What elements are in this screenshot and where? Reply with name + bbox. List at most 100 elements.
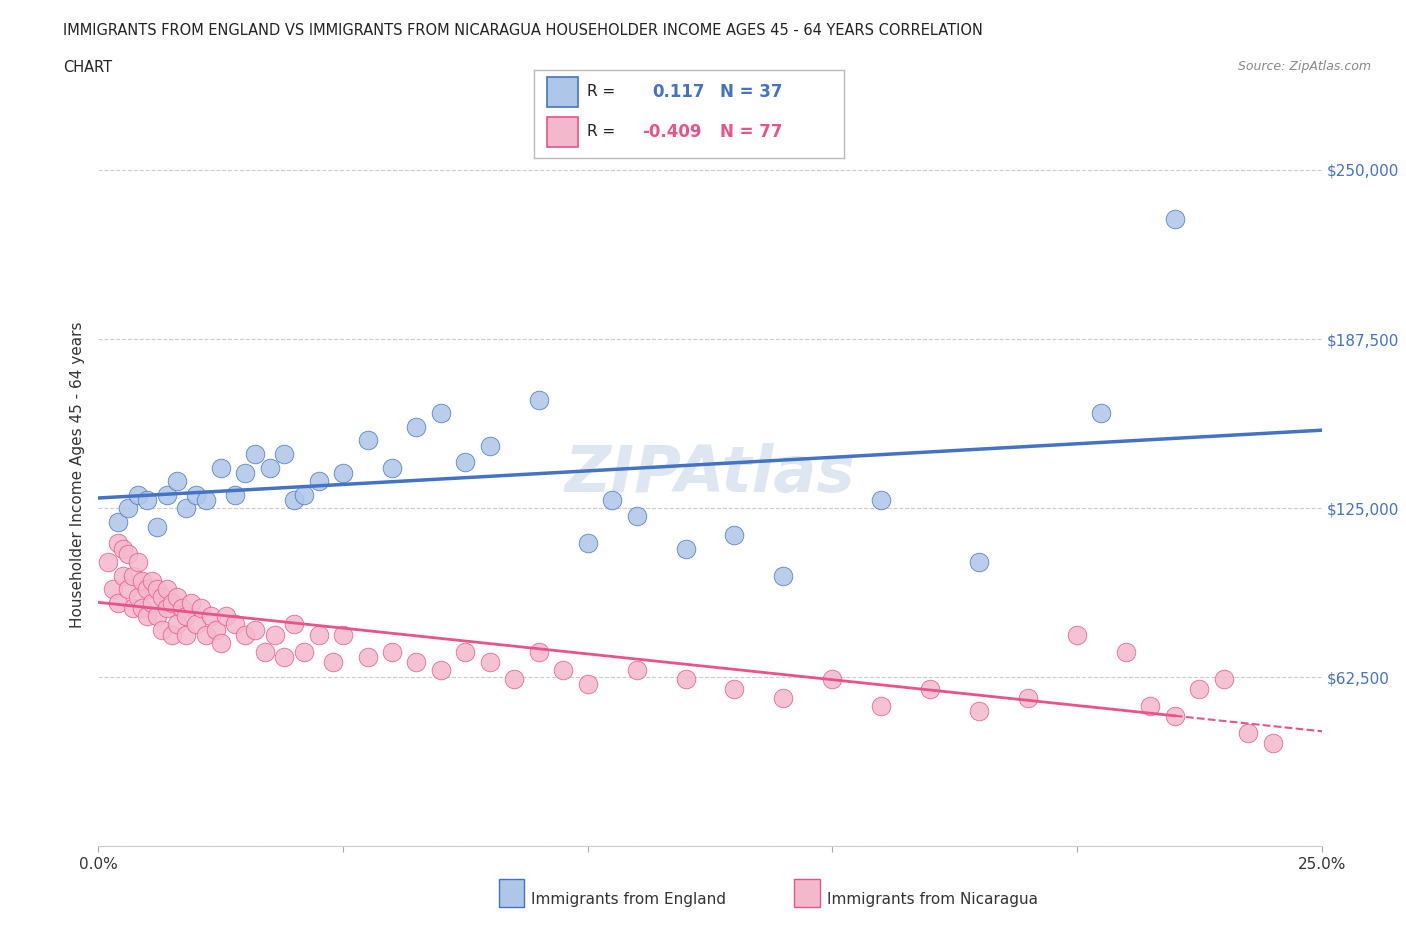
Point: [166, 590, 188, 604]
Point: [1188, 682, 1211, 697]
Point: [176, 628, 198, 643]
Point: [166, 473, 188, 488]
Point: [576, 676, 599, 691]
Point: [356, 649, 378, 664]
Point: [273, 649, 295, 664]
Point: [1164, 709, 1187, 724]
Point: [920, 682, 942, 697]
Text: CHART: CHART: [63, 60, 112, 75]
Point: [127, 487, 149, 502]
Point: [190, 601, 212, 616]
Point: [478, 655, 501, 670]
Point: [150, 590, 173, 604]
Point: [527, 644, 550, 659]
Point: [263, 628, 285, 643]
Point: [127, 590, 149, 604]
Point: [156, 582, 179, 597]
Point: [195, 628, 218, 643]
Point: [772, 690, 794, 705]
Point: [214, 609, 236, 624]
Point: [381, 460, 404, 475]
Point: [273, 446, 295, 461]
Point: [107, 536, 129, 551]
Point: [136, 493, 159, 508]
Point: [322, 655, 344, 670]
Point: [253, 644, 276, 659]
Point: [1115, 644, 1137, 659]
Point: [967, 555, 990, 570]
Point: [381, 644, 404, 659]
Point: [454, 455, 477, 470]
Point: [156, 601, 179, 616]
Point: [1212, 671, 1234, 686]
Point: [170, 601, 193, 616]
Point: [195, 493, 218, 508]
Point: [200, 609, 222, 624]
Point: [478, 438, 501, 453]
Point: [117, 547, 139, 562]
Point: [308, 628, 330, 643]
Point: [233, 628, 256, 643]
Point: [141, 574, 163, 589]
Point: [150, 622, 173, 637]
Point: [430, 663, 453, 678]
Point: [146, 520, 169, 535]
Bar: [547, 117, 578, 148]
Point: [772, 568, 794, 583]
Text: 0.117: 0.117: [652, 83, 704, 100]
Point: [141, 595, 163, 610]
Point: [146, 609, 169, 624]
Text: ZIPAtlas: ZIPAtlas: [565, 444, 855, 505]
Text: N = 37: N = 37: [720, 83, 782, 100]
Point: [405, 419, 427, 434]
Point: [127, 555, 149, 570]
Point: [292, 644, 315, 659]
Text: -0.409: -0.409: [643, 123, 702, 140]
Point: [233, 466, 256, 481]
Point: [1261, 736, 1284, 751]
Point: [97, 555, 120, 570]
Point: [527, 392, 550, 407]
Point: [870, 698, 893, 713]
Point: [967, 704, 990, 719]
Point: [503, 671, 526, 686]
Point: [176, 500, 198, 515]
Point: [870, 493, 893, 508]
Point: [180, 595, 202, 610]
Point: [1237, 725, 1260, 740]
Text: N = 77: N = 77: [720, 123, 782, 140]
Point: [430, 406, 453, 421]
Point: [1139, 698, 1161, 713]
Point: [209, 636, 232, 651]
Point: [332, 628, 354, 643]
Point: [117, 582, 139, 597]
Text: R =: R =: [586, 85, 614, 100]
Point: [1164, 211, 1187, 226]
Point: [224, 617, 246, 631]
Point: [186, 487, 208, 502]
Point: [209, 460, 232, 475]
Point: [259, 460, 281, 475]
Point: [332, 466, 354, 481]
Point: [243, 446, 266, 461]
Text: IMMIGRANTS FROM ENGLAND VS IMMIGRANTS FROM NICARAGUA HOUSEHOLDER INCOME AGES 45 : IMMIGRANTS FROM ENGLAND VS IMMIGRANTS FR…: [63, 23, 983, 38]
Point: [356, 433, 378, 448]
Text: R =: R =: [586, 124, 614, 140]
Point: [454, 644, 477, 659]
Point: [117, 500, 139, 515]
Point: [156, 487, 179, 502]
Point: [121, 568, 143, 583]
Text: Source: ZipAtlas.com: Source: ZipAtlas.com: [1237, 60, 1371, 73]
Point: [675, 541, 697, 556]
Point: [107, 595, 129, 610]
Text: Immigrants from England: Immigrants from England: [531, 892, 727, 907]
Point: [186, 617, 208, 631]
Point: [166, 617, 188, 631]
Point: [600, 493, 623, 508]
Point: [176, 609, 198, 624]
Point: [101, 582, 124, 597]
Point: [146, 582, 169, 597]
Point: [131, 574, 153, 589]
Point: [205, 622, 228, 637]
Point: [1066, 628, 1088, 643]
